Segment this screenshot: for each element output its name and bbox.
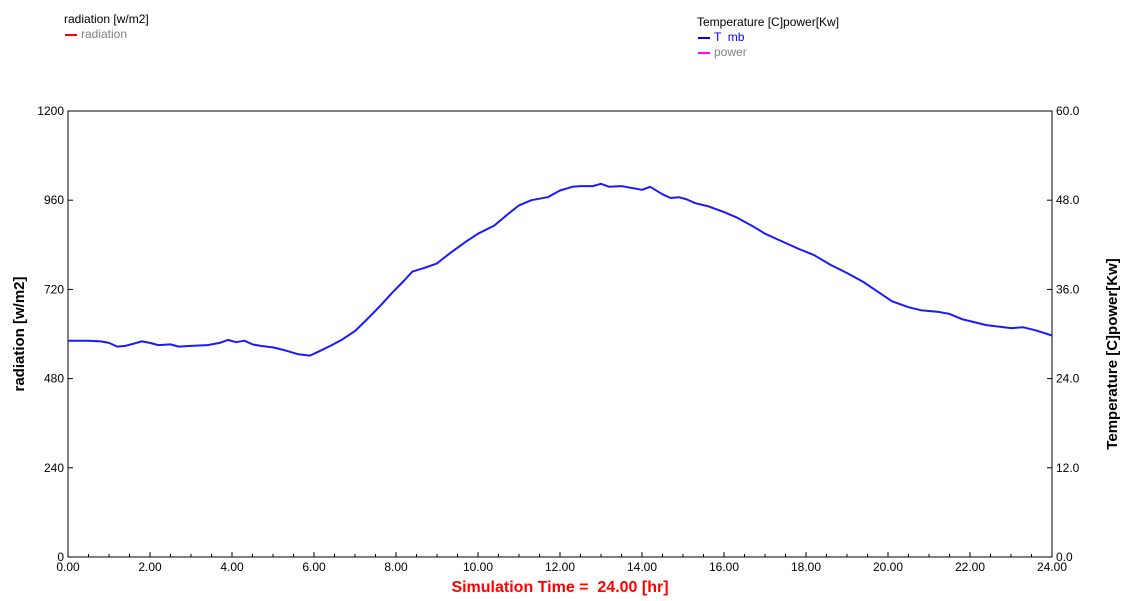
series-line-t-mb — [68, 182, 1053, 357]
legend-label-power: power — [714, 45, 747, 59]
legend-right-title: Temperature [C]power[Kw] — [697, 15, 840, 29]
x-tick-label: 14.00 — [627, 560, 657, 574]
y-tick-label: 240 — [44, 461, 64, 475]
y2-tick-label: 36.0 — [1056, 282, 1080, 296]
plot-area — [67, 110, 1053, 558]
x-tick-label: 0.00 — [56, 560, 80, 574]
x-tick-label: 16.00 — [709, 560, 739, 574]
x-tick-label: 12.00 — [545, 560, 575, 574]
x-tick-label: 22.00 — [955, 560, 985, 574]
legend-swatch-radiation — [65, 33, 77, 36]
legend-left: radiation [w/m2] radiation — [64, 12, 149, 42]
legend-label-tmb: T mb — [714, 30, 745, 44]
x-tick-label: 10.00 — [463, 560, 493, 574]
x-tick-label: 4.00 — [220, 560, 244, 574]
y-tick-label: 480 — [44, 372, 64, 386]
y2-tick-label: 0.0 — [1056, 550, 1073, 564]
y2-tick-label: 24.0 — [1056, 372, 1080, 386]
x-tick-label: 24.00 — [1037, 560, 1067, 574]
legend-right: Temperature [C]power[Kw] T mb power — [697, 15, 839, 60]
legend-swatch-power — [698, 51, 710, 54]
y-axis-right: 0.0 12.0 24.0 36.0 48.0 60.0 — [1047, 104, 1080, 564]
y2-tick-label: 12.0 — [1056, 461, 1080, 475]
x-tick-label: 18.00 — [791, 560, 821, 574]
y2-tick-label: 48.0 — [1056, 193, 1080, 207]
legend-entry-power: power — [697, 45, 839, 60]
legend-entry-radiation: radiation — [64, 27, 149, 42]
legend-swatch-tmb — [698, 36, 710, 39]
y-axis-label-right: Temperature [C]power[Kw] — [1104, 258, 1121, 449]
x-axis: 0.00 2.00 4.00 6.00 8.00 10.00 12.00 14.00 16.00… — [56, 552, 1067, 574]
x-tick-label: 6.00 — [302, 560, 326, 574]
x-tick-label: 2.00 — [138, 560, 162, 574]
x-tick-label: 20.00 — [873, 560, 903, 574]
x-axis-label: Simulation Time = 24.00 [hr] — [451, 579, 668, 596]
x-tick-label: 8.00 — [384, 560, 408, 574]
y-tick-label: 720 — [44, 282, 64, 296]
legend-label-radiation: radiation — [81, 27, 128, 41]
y-tick-label: 960 — [44, 193, 64, 207]
legend-left-title: radiation [w/m2] — [64, 12, 149, 26]
legend-entry-tmb: T mb — [697, 30, 839, 45]
y-axis-left: 0 240 480 720 960 1200 — [37, 104, 73, 564]
y-tick-label: 0 — [57, 550, 64, 564]
y-tick-label: 1200 — [37, 104, 64, 118]
y2-tick-label: 60.0 — [1056, 104, 1080, 118]
y-axis-label-left: radiation [w/m2] — [11, 276, 28, 391]
series-group — [68, 182, 1053, 357]
